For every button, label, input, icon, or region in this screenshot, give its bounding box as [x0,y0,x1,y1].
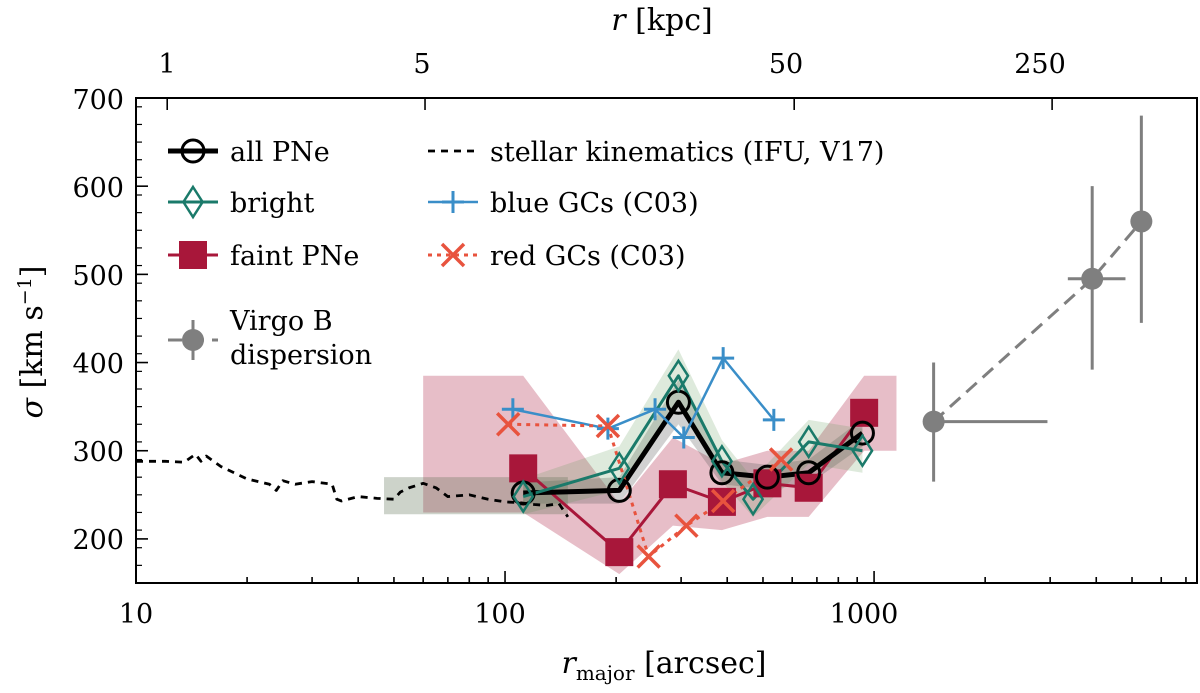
legend-label-red-gcs: red GCs (C03) [490,241,686,272]
data-point-blue [712,347,735,370]
legend-label-stellar: stellar kinematics (IFU, V17) [490,137,884,168]
series-line-all [523,399,864,496]
x-tick-label: 10 [119,599,153,630]
legend-label-bright: bright [230,188,314,219]
plot-frame [135,97,1198,584]
legend-label-blue-gcs: blue GCs (C03) [490,188,699,219]
data-point-bright [710,443,734,479]
legend-label-faint-pne: faint PNe [230,241,359,272]
data-point-red [636,544,661,569]
data-point-blue [672,426,695,449]
legend-label-virgo-b: Virgo B [229,306,333,337]
legend-label-dispersion: dispersion [230,340,372,371]
data-point-all [606,477,632,503]
legend: all PNe bright faint PNe Virgo B dispers… [168,137,884,371]
y-tick-label: 300 [72,437,124,468]
data-point-virgo [1081,267,1104,290]
top-tick-label: 5 [413,49,430,80]
data-point-blue [644,398,667,421]
y-tick-label: 200 [72,525,124,556]
legend-marker-virgo [182,329,204,351]
y-tick-label: 500 [72,261,124,292]
data-point-all [754,464,780,490]
y-axis-title: σ [km s−1] [14,265,50,418]
data-point-bright [797,424,820,460]
data-point-bright [741,481,765,517]
data-point-all [709,460,735,486]
legend-marker-blue [442,191,464,213]
y-tick-label: 400 [72,349,124,380]
x-tick-label: 1000 [830,599,899,630]
legend-label-all-pne: all PNe [230,137,330,168]
series-markers [495,210,1153,569]
data-point-all [849,420,875,446]
data-point-red [710,488,736,514]
series-line-stellar [136,452,570,518]
series-line-red [508,422,783,559]
legend-marker-all [180,138,206,164]
data-point-virgo [1130,210,1153,233]
data-point-bright [667,358,690,394]
data-point-bright [512,479,535,514]
data-point-red [674,513,699,538]
series-line-virgo [932,220,1143,423]
data-point-red [495,412,521,437]
data-point-blue [596,417,619,440]
x-axis-title: rmajor [arcsec] [562,646,767,685]
data-point-faint [605,538,634,567]
top-tick-label: 1 [158,49,175,80]
legend-marker-red [440,242,466,268]
data-point-virgo [922,410,945,433]
data-point-blue [762,408,785,431]
data-point-red [595,413,621,439]
data-point-all [796,460,822,486]
data-point-bright [608,451,631,486]
legend-marker-bright [181,184,205,220]
legend-marker-faint [179,241,207,269]
data-point-bright [851,433,874,469]
x-tick-label: 100 [474,599,526,630]
data-point-red [768,447,794,472]
y-tick-label: 700 [72,85,124,116]
top-axis-title: r [kpc] [611,3,712,38]
data-point-faint [509,454,538,483]
legend-symbols [168,138,478,360]
data-point-faint [658,470,687,499]
axis-ticks [135,97,1187,584]
y-tick-label: 600 [72,173,124,204]
top-tick-label: 50 [769,49,803,80]
data-point-blue [501,398,524,421]
top-tick-label: 250 [1014,49,1066,80]
